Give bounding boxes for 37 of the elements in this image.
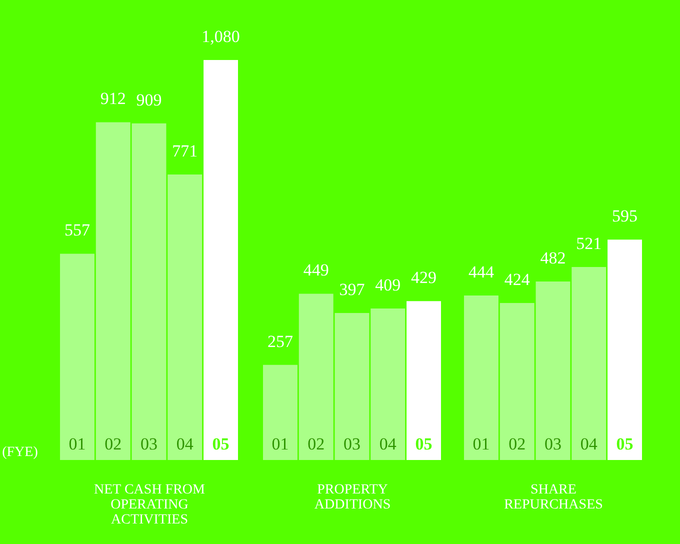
x-tick-label: 02 bbox=[104, 434, 122, 454]
data-label: 557 bbox=[64, 220, 90, 240]
x-tick-label: 04 bbox=[580, 434, 598, 454]
data-label: 909 bbox=[136, 90, 162, 110]
x-axis-title: PROPERTY ADDITIONS bbox=[314, 482, 391, 512]
x-tick-label: 05 bbox=[616, 434, 634, 454]
bar bbox=[204, 60, 238, 460]
x-tick-label: 03 bbox=[344, 434, 360, 454]
data-label: 444 bbox=[468, 262, 494, 282]
x-tick-label: 04 bbox=[379, 434, 397, 454]
data-label: 521 bbox=[576, 234, 602, 254]
x-axis-title: SHARE REPURCHASES bbox=[504, 482, 603, 512]
x-tick-label: 01 bbox=[68, 434, 86, 454]
x-tick-label: 03 bbox=[140, 434, 158, 454]
x-tick-label: 02 bbox=[308, 434, 325, 454]
data-label: 1,080 bbox=[202, 27, 240, 46]
x-tick-label: 04 bbox=[176, 434, 194, 454]
x-tick-label: 05 bbox=[212, 434, 230, 454]
x-tick-label: 02 bbox=[508, 434, 526, 454]
data-label: 595 bbox=[612, 206, 638, 226]
data-label: 397 bbox=[339, 280, 366, 299]
x-tick-label: 05 bbox=[415, 434, 432, 454]
data-label: 771 bbox=[172, 141, 198, 160]
data-label: 257 bbox=[267, 332, 294, 351]
data-label: 429 bbox=[411, 268, 437, 288]
bar bbox=[406, 301, 441, 460]
data-label: 424 bbox=[504, 270, 530, 289]
data-label: 409 bbox=[375, 276, 401, 295]
text: (FYE) bbox=[2, 445, 38, 460]
x-axis-title: NET CASH FROM OPERATING ACTIVITIES bbox=[94, 482, 206, 528]
x-tick-label: 01 bbox=[272, 434, 289, 454]
data-label: 449 bbox=[303, 260, 329, 280]
data-label: 912 bbox=[100, 89, 126, 108]
data-label: 482 bbox=[540, 248, 566, 268]
x-tick-label: 01 bbox=[472, 434, 490, 454]
bar bbox=[608, 240, 642, 460]
x-tick-label: 03 bbox=[544, 434, 562, 454]
